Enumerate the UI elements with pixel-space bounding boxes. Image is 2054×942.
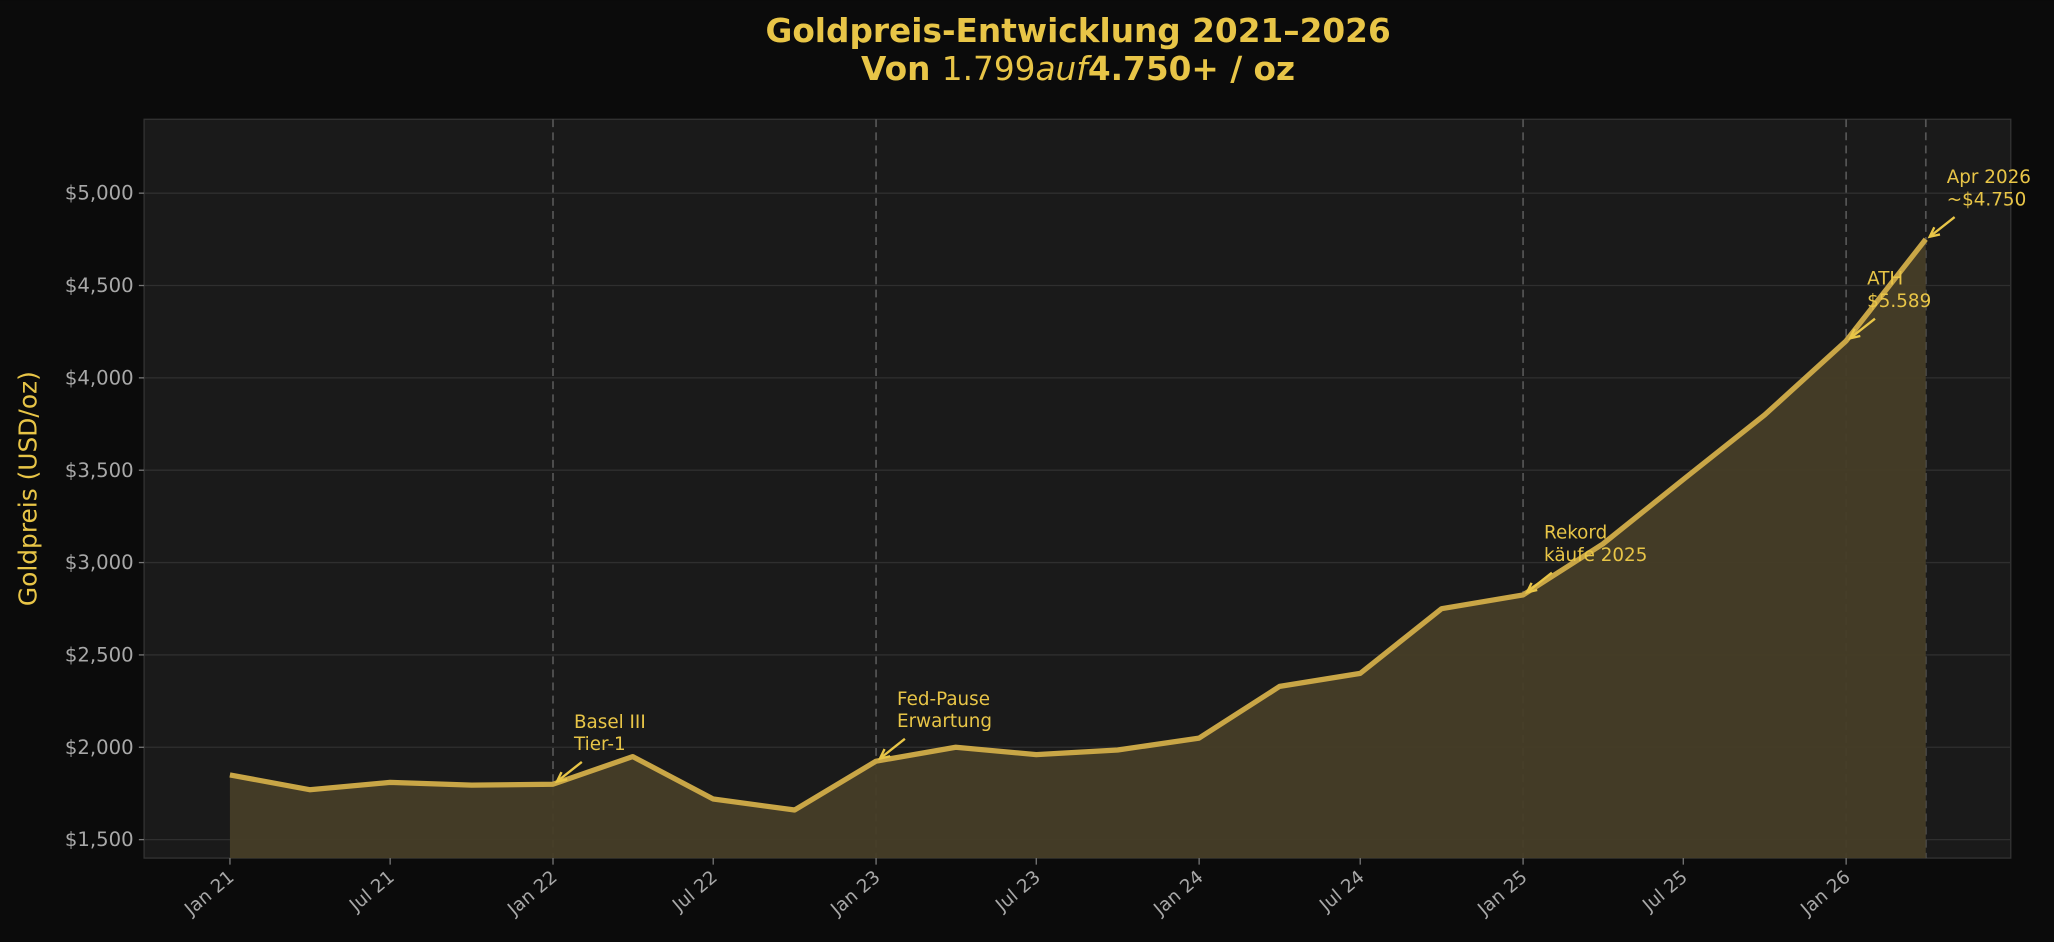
annotation-arrow — [879, 737, 906, 760]
annotation-label: Basel III — [574, 712, 646, 733]
arrowhead-icon — [877, 748, 891, 761]
annotation-label: Erwartung — [897, 711, 992, 732]
arrowhead-icon — [1847, 328, 1861, 340]
subtitle-part: Von — [861, 50, 942, 88]
annotation-arrow — [1849, 317, 1876, 340]
annotation-label: ~$4.750 — [1947, 189, 2027, 210]
subtitle-part: 1.799 — [942, 50, 1036, 88]
y-axis-label: Goldpreis (USD/oz) — [14, 371, 43, 606]
annotation-label: Rekord — [1544, 523, 1607, 544]
arrowhead-icon — [1927, 226, 1941, 239]
y-tick-label: $1,500 — [65, 828, 134, 851]
y-tick-label: $5,000 — [65, 182, 134, 205]
price-line — [229, 237, 1928, 813]
y-axis-ticks: $1,500 $2,000 $2,500 $3,000 $3,500 $4,000 $4,5… — [65, 182, 145, 851]
y-tick-label: $3,500 — [65, 459, 134, 482]
arrowhead-icon — [1524, 582, 1538, 594]
subtitle-part: 4.750+ / oz — [1088, 50, 1295, 88]
annotation-label: käufe 2025 — [1544, 545, 1647, 566]
chart-subtitle: Von 1.799auf4.750+ / oz — [861, 50, 1295, 88]
annotation-arrow — [1526, 571, 1553, 594]
y-tick-label: $2,000 — [65, 736, 134, 759]
y-tick-label: $4,500 — [65, 274, 134, 297]
annotation-label: Apr 2026 — [1947, 167, 2031, 188]
annotation-label: $5.589 — [1867, 291, 1931, 312]
y-tick-label: $4,000 — [65, 366, 134, 389]
subtitle-part: auf — [1036, 50, 1093, 88]
annotation-label: Fed-Pause — [897, 689, 990, 710]
price-area-fill — [229, 239, 1926, 859]
annotation-label: ATH — [1867, 269, 1903, 290]
y-tick-label: $3,000 — [65, 551, 134, 574]
chart-title: Goldpreis-Entwicklung 2021–2026 — [765, 12, 1390, 50]
arrowhead-icon — [554, 771, 568, 784]
y-tick-label: $2,500 — [65, 643, 134, 666]
annotation-arrow — [556, 761, 583, 783]
annotation-arrow — [1929, 216, 1956, 238]
annotation-label: Tier-1 — [573, 734, 626, 755]
